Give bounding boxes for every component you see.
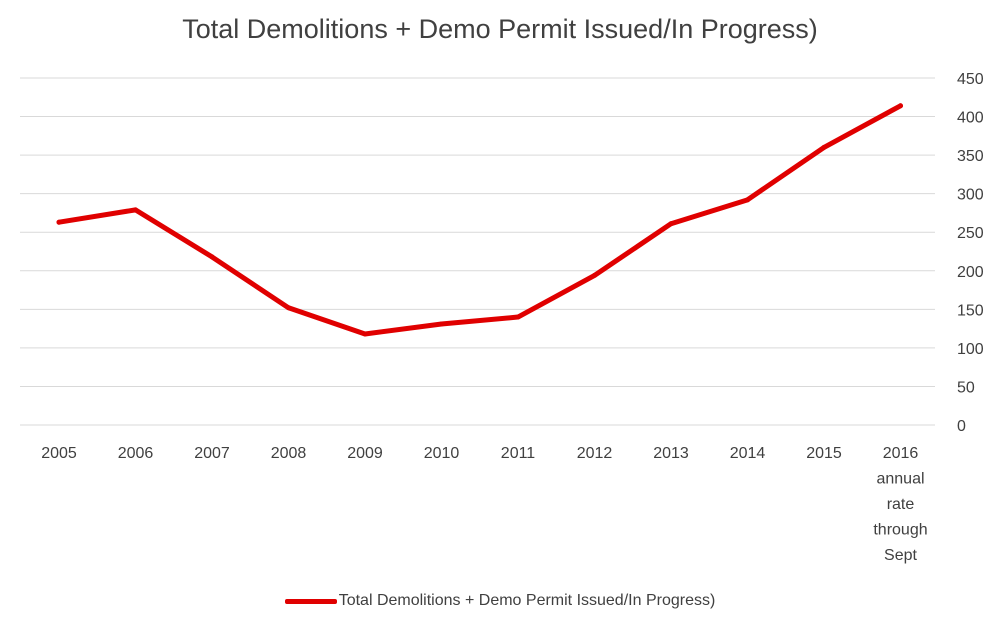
x-tick-label: 2009 xyxy=(347,445,383,462)
series-layer xyxy=(56,103,903,337)
y-tick-label: 50 xyxy=(957,379,975,396)
x-tick-label: 2014 xyxy=(730,445,766,462)
data-point xyxy=(821,144,827,150)
data-point xyxy=(209,254,215,260)
x-tick-label: 2015 xyxy=(806,445,842,462)
y-tick-label: 350 xyxy=(957,148,984,165)
x-tick-label: 2016 xyxy=(883,445,919,462)
series-line xyxy=(56,103,903,337)
legend-label: Total Demolitions + Demo Permit Issued/I… xyxy=(338,592,716,609)
y-tick-label: 0 xyxy=(957,418,966,435)
y-tick-label: 200 xyxy=(957,264,984,281)
legend: Total Demolitions + Demo Permit Issued/I… xyxy=(0,592,1000,610)
x-axis-ticks: 2005 2006 2007 2008 2009 2010 2011 2012 2013 2014… xyxy=(41,445,927,564)
data-point xyxy=(898,103,903,109)
chart-title: Total Demolitions + Demo Permit Issued/I… xyxy=(182,14,818,44)
x-tick-label: 2012 xyxy=(577,445,613,462)
x-tick-label: 2008 xyxy=(271,445,307,462)
x-tick-label: rate xyxy=(887,496,915,513)
data-point xyxy=(515,314,521,320)
data-point xyxy=(439,321,444,327)
x-tick-label: 2007 xyxy=(194,445,230,462)
data-point xyxy=(56,219,62,225)
x-tick-label: 2011 xyxy=(501,445,536,462)
data-point xyxy=(362,331,368,337)
x-tick-label: 2006 xyxy=(118,445,154,462)
y-tick-label: 150 xyxy=(957,302,984,319)
x-tick-label: 2005 xyxy=(41,445,77,462)
data-point xyxy=(745,197,750,203)
data-point xyxy=(286,305,291,311)
x-tick-label: Sept xyxy=(884,547,917,564)
x-tick-label: through xyxy=(873,522,927,539)
y-tick-label: 250 xyxy=(957,225,984,242)
gridlines xyxy=(20,77,935,426)
x-tick-label: 2010 xyxy=(424,445,460,462)
legend-swatch xyxy=(284,598,337,604)
data-point xyxy=(592,272,597,278)
x-tick-label: 2013 xyxy=(653,445,689,462)
y-tick-label: 400 xyxy=(957,110,984,127)
x-tick-label: annual xyxy=(876,471,924,488)
y-tick-label: 100 xyxy=(957,341,984,358)
data-point xyxy=(133,207,138,213)
y-tick-label: 300 xyxy=(957,187,984,204)
y-axis-ticks: 0 50 100 150 200 250 300 350 400 450 xyxy=(957,71,984,435)
data-point xyxy=(668,221,674,227)
y-tick-label: 450 xyxy=(957,71,984,88)
